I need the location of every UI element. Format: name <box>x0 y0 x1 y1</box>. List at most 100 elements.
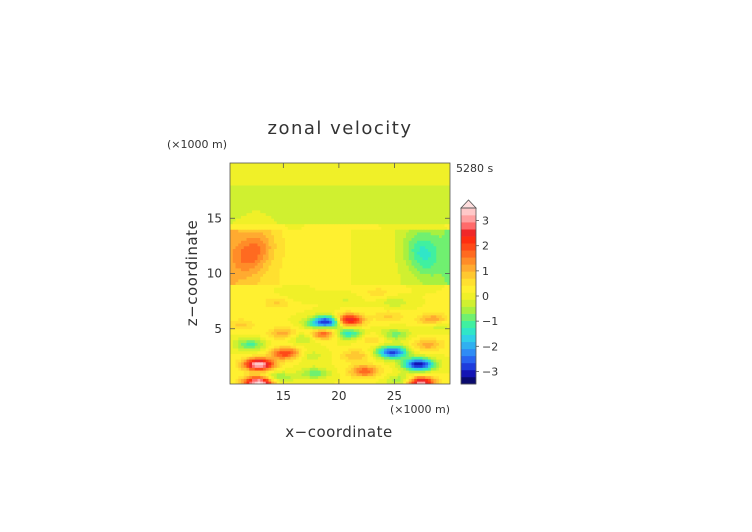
heatmap-cell <box>235 276 239 280</box>
heatmap-cell <box>293 367 297 371</box>
heatmap-cell <box>373 212 377 216</box>
heatmap-cell <box>235 361 239 366</box>
heatmap-cell <box>439 372 443 377</box>
heatmap-cell <box>403 378 407 382</box>
heatmap-cell <box>238 359 242 363</box>
heatmap-cell <box>400 348 404 352</box>
heatmap-cell <box>447 284 450 288</box>
heatmap-cell <box>367 270 371 274</box>
heatmap-cell <box>428 256 432 261</box>
heatmap-cell <box>252 292 256 296</box>
heatmap-cell <box>307 262 311 266</box>
heatmap-cell <box>417 267 421 272</box>
heatmap-cell <box>428 218 432 222</box>
heatmap-cell <box>389 331 393 335</box>
heatmap-cell <box>411 281 415 285</box>
heatmap-cell <box>353 331 357 335</box>
heatmap-cell <box>367 256 371 261</box>
heatmap-cell <box>439 323 443 327</box>
heatmap-cell <box>293 350 297 355</box>
heatmap-cell <box>298 290 302 294</box>
heatmap-cell <box>395 276 399 280</box>
heatmap-cell <box>340 323 344 327</box>
heatmap-cell <box>271 359 275 363</box>
heatmap-cell <box>337 212 341 216</box>
heatmap-cell <box>389 267 393 272</box>
heatmap-cell <box>265 284 269 288</box>
heatmap-cell <box>386 237 390 241</box>
heatmap-cell <box>326 251 330 255</box>
heatmap-cell <box>408 245 412 250</box>
heatmap-cell <box>323 254 327 258</box>
heatmap-cell <box>356 232 360 236</box>
heatmap-cell <box>323 364 327 368</box>
heatmap-cell <box>293 276 297 280</box>
heatmap-cell <box>263 359 267 363</box>
heatmap-cell <box>406 276 410 280</box>
heatmap-cell <box>417 334 421 338</box>
heatmap-cell <box>359 331 363 335</box>
heatmap-cell <box>367 359 371 363</box>
heatmap-cell <box>408 279 412 283</box>
heatmap-cell <box>249 279 253 283</box>
heatmap-cell <box>430 306 434 310</box>
heatmap-cell <box>282 295 286 299</box>
heatmap-cell <box>298 375 302 379</box>
heatmap-cell <box>331 334 335 338</box>
heatmap-cell <box>378 234 382 238</box>
heatmap-cell <box>444 234 448 238</box>
heatmap-cell <box>364 372 368 377</box>
heatmap-cell <box>230 303 234 308</box>
heatmap-cell <box>254 345 258 349</box>
heatmap-cell <box>274 265 278 269</box>
heatmap-cell <box>323 331 327 335</box>
heatmap-cell <box>309 328 313 332</box>
heatmap-cell <box>301 364 305 368</box>
heatmap-cell <box>230 240 234 244</box>
heatmap-cell <box>315 256 319 261</box>
heatmap-cell <box>397 279 401 283</box>
heatmap-cell <box>340 370 344 374</box>
heatmap-cell <box>381 314 385 319</box>
heatmap-cell <box>282 229 286 233</box>
heatmap-cell <box>419 325 423 330</box>
heatmap-cell <box>439 259 443 263</box>
heatmap-cell <box>318 221 322 225</box>
heatmap-cell <box>323 245 327 250</box>
heatmap-cell <box>419 281 423 285</box>
heatmap-cell <box>447 337 450 341</box>
heatmap-cell <box>345 298 349 302</box>
heatmap-cell <box>430 254 434 258</box>
heatmap-cell <box>356 259 360 263</box>
heatmap-cell <box>260 367 264 371</box>
heatmap-cell <box>298 240 302 244</box>
heatmap-cell <box>304 281 308 285</box>
heatmap-cell <box>312 237 316 241</box>
heatmap-cell <box>392 270 396 274</box>
heatmap-cell <box>260 314 264 319</box>
heatmap-cell <box>436 223 440 227</box>
heatmap-cell <box>287 301 291 305</box>
heatmap-cell <box>370 251 374 255</box>
heatmap-cell <box>389 337 393 341</box>
heatmap-cell <box>430 309 434 313</box>
heatmap-cell <box>309 337 313 341</box>
heatmap-cell <box>285 370 289 374</box>
heatmap-cell <box>293 320 297 324</box>
heatmap-cell <box>257 306 261 310</box>
heatmap-cell <box>340 234 344 238</box>
heatmap-cell <box>422 381 426 384</box>
heatmap-cell <box>274 218 278 222</box>
heatmap-cell <box>386 309 390 313</box>
heatmap-cell <box>265 361 269 366</box>
heatmap-cell <box>323 325 327 330</box>
heatmap-cell <box>411 314 415 319</box>
heatmap-cell <box>298 221 302 225</box>
heatmap-cell <box>331 276 335 280</box>
heatmap-cell <box>265 262 269 266</box>
heatmap-cell <box>282 245 286 250</box>
heatmap-cell <box>246 276 250 280</box>
heatmap-cell <box>417 243 421 247</box>
heatmap-cell <box>331 348 335 352</box>
heatmap-cell <box>340 353 344 357</box>
